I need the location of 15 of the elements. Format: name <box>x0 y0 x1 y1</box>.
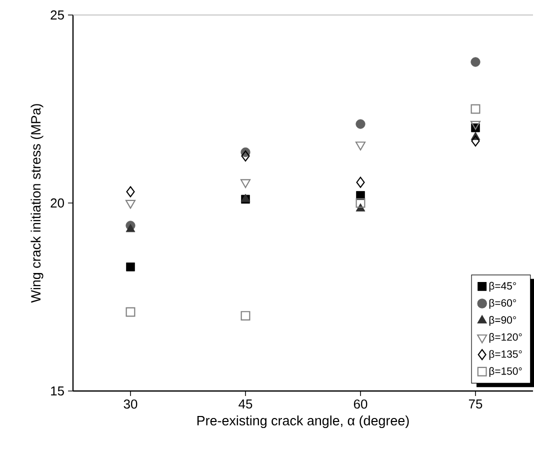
legend-label: β=150° <box>489 367 522 377</box>
legend-label: β=45° <box>489 282 516 292</box>
x-axis-title: Pre-existing crack angle, α (degree) <box>197 416 409 428</box>
legend-label: β=135° <box>489 350 522 360</box>
y-axis-title: Wing crack initiation stress (MPa) <box>30 104 44 303</box>
legend-label: β=120° <box>489 333 522 343</box>
x-tick-label: 75 <box>468 400 482 409</box>
legend-label: β=60° <box>489 298 516 309</box>
legend-label: β=90° <box>489 316 516 326</box>
y-tick-label: 15 <box>51 386 64 396</box>
x-tick-label: 30 <box>124 399 138 409</box>
x-tick-label: 45 <box>238 400 252 409</box>
y-tick-label: 25 <box>50 10 64 20</box>
x-tick-label: 60 <box>354 399 368 409</box>
y-tick-label: 20 <box>50 198 64 208</box>
